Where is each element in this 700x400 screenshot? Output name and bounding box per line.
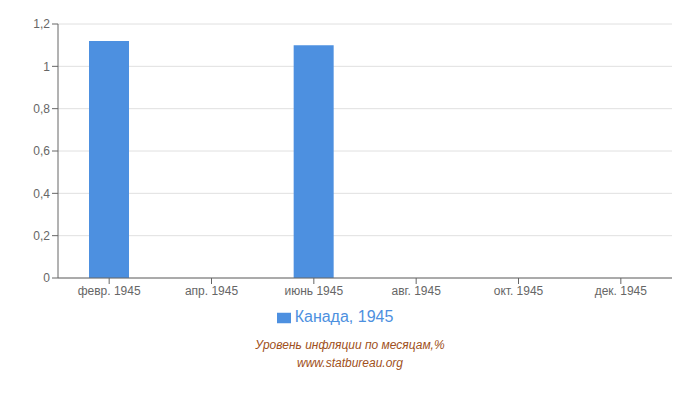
svg-text:окт. 1945: окт. 1945 xyxy=(494,284,544,298)
svg-text:0: 0 xyxy=(43,271,50,285)
svg-text:0,2: 0,2 xyxy=(33,229,50,243)
html-text:www.statbureau.org: www.statbureau.org xyxy=(297,356,403,370)
svg-text:0,6: 0,6 xyxy=(33,144,50,158)
html-text:Канада, 1945: Канада, 1945 xyxy=(294,308,394,325)
svg-text:0,8: 0,8 xyxy=(33,102,50,116)
html-text:Уровень инфляции по месяцам,%: Уровень инфляции по месяцам,% xyxy=(255,338,445,352)
svg-text:авг. 1945: авг. 1945 xyxy=(392,284,442,298)
svg-text:1,2: 1,2 xyxy=(33,17,50,31)
svg-text:июнь 1945: июнь 1945 xyxy=(285,284,344,298)
svg-text:1: 1 xyxy=(43,60,50,74)
svg-text:0,4: 0,4 xyxy=(33,187,50,201)
svg-text:дек. 1945: дек. 1945 xyxy=(595,284,648,298)
svg-text:апр. 1945: апр. 1945 xyxy=(185,284,239,298)
svg-text:февр. 1945: февр. 1945 xyxy=(78,284,141,298)
